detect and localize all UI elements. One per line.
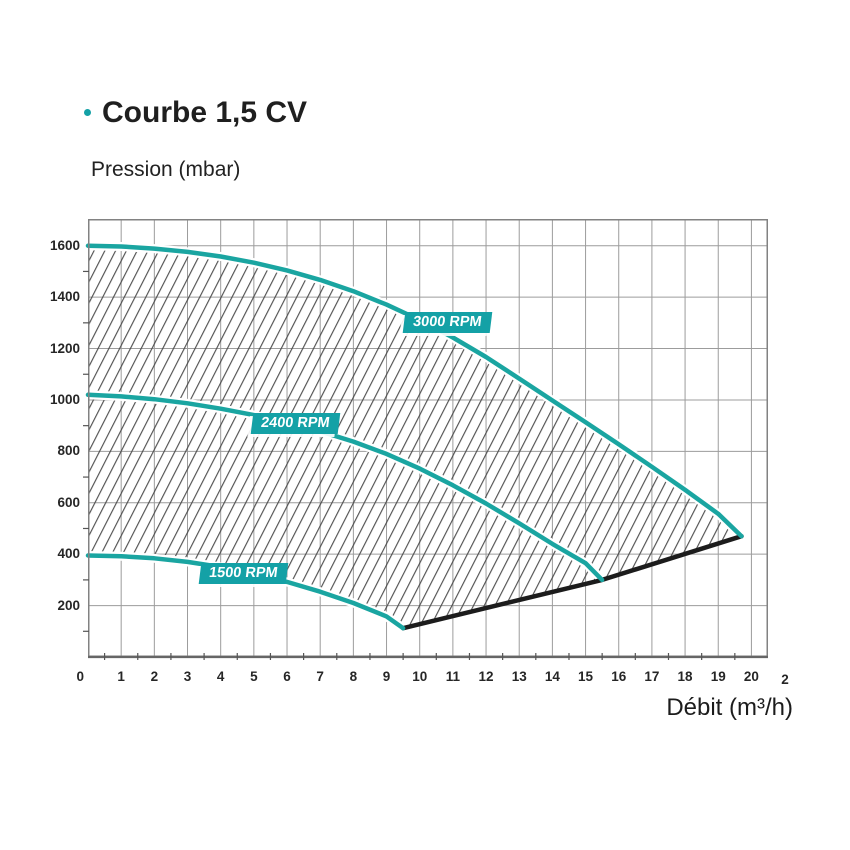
y-tick-label: 600 — [57, 494, 80, 510]
y-axis-title: Pression (mbar) — [91, 158, 241, 181]
plot-area: 200 400 600 800 1000 1200 1400 1600 1 2 3 4 5 6 7 8 9 10 1… — [50, 219, 789, 687]
x-tick-label-clipped: 2 — [781, 672, 789, 687]
chart-svg — [83, 219, 768, 660]
x-tick-label: 15 — [578, 669, 594, 684]
x-tick-label: 14 — [544, 669, 560, 684]
x-tick-label: 7 — [316, 669, 324, 684]
x-tick-label: 5 — [250, 669, 258, 684]
x-tick-label: 9 — [382, 669, 391, 684]
y-tick-label: 1000 — [49, 391, 80, 407]
x-tick-label: 6 — [283, 669, 291, 684]
y-tick-label: 200 — [57, 597, 80, 613]
curve-label-1500-rpm: 1500 RPM — [198, 562, 288, 584]
bullet-icon — [84, 109, 91, 116]
y-tick-label: 1200 — [49, 340, 80, 356]
x-tick-label: 10 — [412, 669, 428, 684]
x-tick-label: 8 — [349, 669, 358, 684]
x-tick-label: 3 — [183, 669, 192, 684]
x-tick-label: 17 — [644, 669, 660, 684]
x-tick-label: 16 — [611, 669, 627, 684]
x-tick-label: 1 — [117, 669, 125, 684]
x-tick-label: 19 — [710, 669, 726, 684]
curve-label-2400-rpm: 2400 RPM — [250, 413, 340, 435]
chart-header: Courbe 1,5 CV — [84, 96, 307, 130]
y-tick-label: 1400 — [49, 289, 80, 305]
x-tick-label: 2 — [150, 669, 159, 684]
minor-ticks — [83, 270, 736, 660]
x-axis-title: Débit (m³/h) — [666, 694, 793, 721]
hatched-operating-envelope — [88, 245, 742, 629]
x-tick-label: 13 — [511, 669, 527, 684]
y-tick-label: 800 — [57, 443, 80, 459]
y-tick-label: 1600 — [49, 237, 80, 253]
x-tick-label: 11 — [445, 669, 461, 684]
x-tick-label: 20 — [743, 669, 759, 684]
x-tick-label: 12 — [478, 669, 494, 684]
x-tick-label: 4 — [216, 669, 225, 684]
y-tick-label: 400 — [57, 546, 80, 562]
page-title: Courbe 1,5 CV — [102, 96, 308, 129]
curve-2400-rpm — [85, 392, 605, 583]
origin-tick-label: 0 — [76, 669, 84, 684]
x-tick-label: 18 — [677, 669, 693, 684]
curve-label-3000-rpm: 3000 RPM — [402, 312, 492, 334]
